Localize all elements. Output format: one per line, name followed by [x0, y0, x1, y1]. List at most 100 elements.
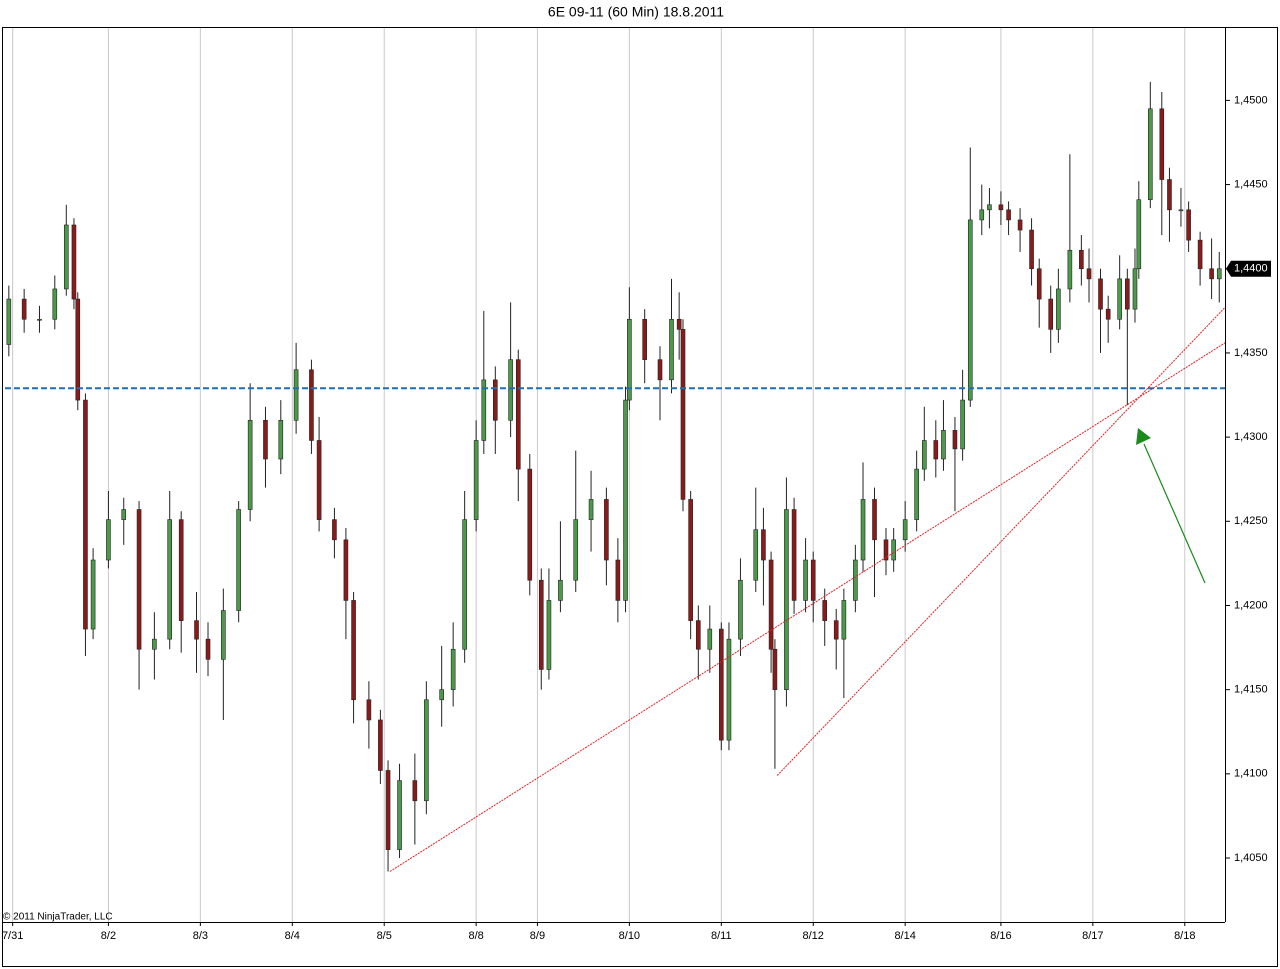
candle-body [1006, 209, 1011, 221]
candle-body [1148, 108, 1153, 201]
candle-body [63, 224, 69, 290]
plot [5, 81, 1226, 872]
x-tick-label: 8/10 [619, 930, 640, 942]
candle-body [753, 529, 759, 581]
frame [2, 27, 1278, 967]
candle-body [1056, 288, 1061, 330]
candle-body [588, 499, 594, 520]
y-tick-label: 1,4250 [1234, 515, 1268, 527]
candle-body [784, 509, 789, 690]
candle-body [378, 719, 383, 771]
candle-body [385, 770, 391, 850]
candle-body [397, 780, 402, 850]
candle-body [680, 329, 686, 500]
candle-body [841, 600, 847, 640]
candle-body [75, 298, 81, 401]
candle-body [1036, 268, 1042, 300]
candle-body [121, 509, 127, 520]
candle-body [21, 298, 27, 320]
x-tick-label: 8/18 [1174, 930, 1195, 942]
candle-body [615, 559, 621, 601]
candle-body [960, 399, 965, 450]
candle-body [604, 499, 609, 561]
candle-body [922, 440, 927, 470]
x-tick-label: 8/9 [530, 930, 545, 942]
candle-body [772, 648, 778, 690]
x-tick-label: 7/31 [2, 930, 23, 942]
candle-body [696, 620, 701, 650]
candle-body [546, 600, 552, 670]
y-tick-label: 1,4500 [1234, 94, 1268, 106]
candle-body [657, 359, 663, 381]
candle-body [627, 318, 632, 401]
candle-body [309, 369, 314, 441]
last-price-label: 1,4400 [1234, 263, 1268, 275]
candle-body [1086, 268, 1092, 280]
candle-body [833, 620, 839, 640]
candle-body [527, 468, 533, 581]
candle-body [6, 298, 12, 345]
y-tick-label: 1,4350 [1234, 347, 1268, 359]
candle-body [573, 519, 579, 581]
candle-body [883, 539, 889, 561]
candle-body [1136, 199, 1142, 270]
candle-body [669, 318, 674, 381]
candle-body [998, 204, 1004, 211]
y-tick-label: 1,4300 [1234, 431, 1268, 443]
candle-body [1186, 209, 1191, 241]
candle-body [822, 600, 828, 621]
candle-body [933, 440, 939, 460]
candle-body [967, 219, 973, 401]
candle-body [872, 499, 877, 541]
grid [12, 28, 1186, 922]
candle-body [538, 579, 544, 670]
x-tick-label: 8/5 [377, 930, 392, 942]
candle-body [623, 399, 628, 601]
x-tick-label: 8/12 [803, 930, 824, 942]
candle-body [194, 620, 199, 640]
candle-body [1167, 179, 1172, 211]
candle-body [642, 318, 647, 360]
candle-body [152, 638, 157, 650]
candle-body [221, 610, 226, 660]
x-tick-label: 8/11 [711, 930, 732, 942]
candle-body [205, 638, 211, 660]
candle-body [462, 519, 467, 650]
candle-body [1067, 249, 1073, 290]
x-tick-label: 8/2 [101, 930, 116, 942]
candle-body [1098, 278, 1103, 310]
copyright: © 2011 NinjaTrader, LLC [3, 912, 113, 923]
candle-body [853, 559, 858, 601]
candle-body [424, 699, 429, 802]
arrow-head [1136, 428, 1151, 445]
candle-body [343, 539, 349, 601]
y-tick-label: 1,4450 [1234, 178, 1268, 190]
candle-body [891, 539, 896, 561]
x-tick-label: 8/14 [894, 930, 915, 942]
candle-body [473, 440, 479, 520]
candle-body [439, 689, 444, 701]
y-tick-label: 1,4100 [1234, 768, 1268, 780]
candle-body [332, 519, 337, 541]
candle-body [351, 600, 356, 701]
candle-body [481, 379, 487, 441]
candle-body [860, 499, 866, 561]
candle-body [676, 318, 682, 330]
y-tick-label: 1,4200 [1234, 599, 1268, 611]
candle-body [1159, 108, 1165, 180]
candle-body [1216, 268, 1222, 280]
candle-body [902, 519, 908, 541]
candle-body [515, 359, 521, 470]
candle-body [688, 499, 693, 621]
candle-body [738, 579, 743, 640]
candle-body [1079, 249, 1084, 270]
candle-body [508, 359, 513, 421]
x-tick-label: 8/4 [285, 930, 300, 942]
candle-body [803, 559, 808, 601]
x-tick-label: 8/8 [468, 930, 483, 942]
candle-body [52, 288, 58, 320]
candle-body [492, 379, 498, 421]
candle-body [1117, 278, 1122, 320]
